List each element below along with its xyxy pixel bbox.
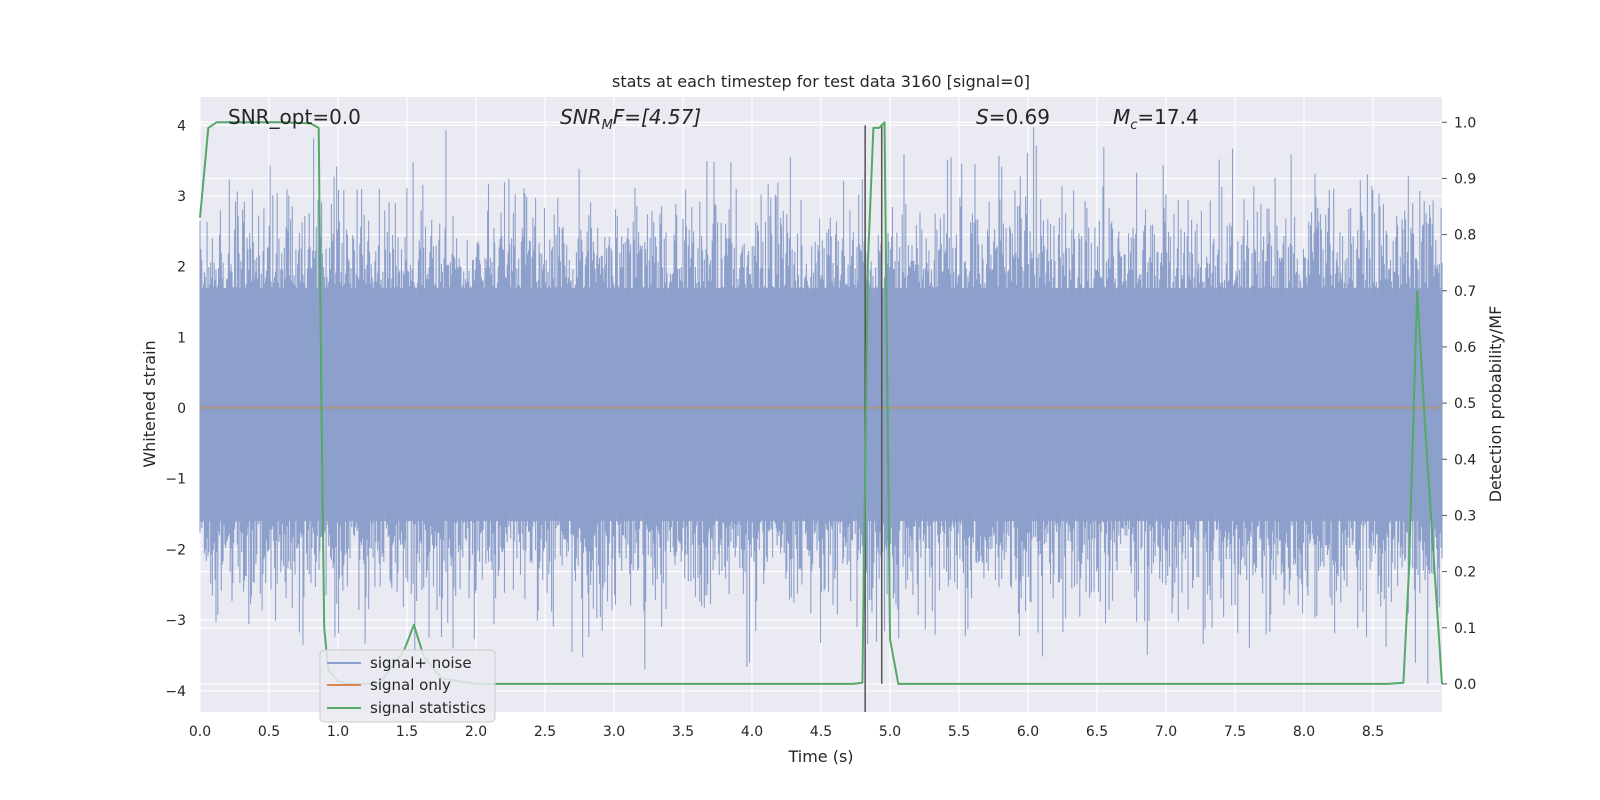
y-tick-label: 0: [177, 401, 186, 417]
y-tick-label: 2: [177, 260, 186, 276]
annotation-snr-mf: SNRMF=[4.57]: [560, 105, 701, 133]
x-tick-label: 8.5: [1362, 724, 1384, 740]
y2-tick-label: 1.0: [1454, 115, 1476, 131]
x-tick-label: 8.0: [1293, 724, 1315, 740]
y-tick-label: −2: [165, 542, 186, 558]
annotation-snr-opt: SNR_opt=0.0: [228, 105, 361, 129]
y2-tick-label: 0.3: [1454, 508, 1476, 524]
x-tick-label: 3.0: [603, 724, 625, 740]
y-tick-label: 4: [177, 118, 186, 134]
x-tick-labels: 0.0 0.5 1.0 1.5 2.0 2.5 3.0 3.5 4.0 4.5 5.0 5.5 6.0 6…: [189, 724, 1384, 740]
y2-tick-label: 0.7: [1454, 284, 1476, 300]
x-tick-label: 5.0: [879, 724, 901, 740]
y2-tick-label: 0.1: [1454, 621, 1476, 637]
x-tick-label: 6.0: [1017, 724, 1039, 740]
y2-axis-label: Detection probability/MF: [1486, 306, 1505, 503]
x-tick-label: 7.5: [1224, 724, 1246, 740]
y-tick-label: −1: [165, 472, 186, 488]
y2-tick-label: 0.0: [1454, 677, 1476, 693]
y-tick-label: −3: [165, 613, 186, 629]
x-tick-label: 4.5: [810, 724, 832, 740]
y-tick-label: 1: [177, 330, 186, 346]
signal-statistics-line: [199, 121, 1443, 685]
x-tick-label: 6.5: [1086, 724, 1108, 740]
x-tick-label: 2.0: [465, 724, 487, 740]
chart-title: stats at each timestep for test data 316…: [612, 72, 1030, 91]
y2-tick-labels: 1.0 0.9 0.8 0.7 0.6 0.5 0.4 0.3 0.2 0.1 0.0: [1442, 115, 1476, 693]
signal-noise-series: [199, 127, 1443, 684]
noise-spikes: [199, 127, 1443, 684]
x-tick-label: 2.5: [534, 724, 556, 740]
y2-tick-label: 0.9: [1454, 171, 1476, 187]
y2-tick-label: 0.6: [1454, 340, 1476, 356]
x-tick-label: 7.0: [1155, 724, 1177, 740]
legend-label-signal-statistics: signal statistics: [370, 699, 486, 717]
annotation-mc: Mc=17.4: [1113, 105, 1199, 133]
legend: signal+ noise signal only signal statist…: [319, 649, 496, 723]
annotation-s: S=0.69: [976, 105, 1050, 129]
x-tick-label: 1.0: [327, 724, 349, 740]
y-tick-labels: 4 3 2 1 0 −1 −2 −3 −4: [165, 118, 186, 700]
y-tick-label: −4: [165, 684, 186, 700]
y-axis-label: Whitened strain: [140, 340, 159, 467]
x-axis-label: Time (s): [787, 747, 853, 766]
y2-tick-label: 0.4: [1454, 452, 1476, 468]
x-tick-label: 5.5: [948, 724, 970, 740]
y2-tick-label: 0.2: [1454, 565, 1476, 581]
x-tick-label: 0.0: [189, 724, 211, 740]
x-tick-label: 3.5: [672, 724, 694, 740]
y2-tick-label: 0.5: [1454, 396, 1476, 412]
x-tick-label: 4.0: [741, 724, 763, 740]
legend-label-signal-noise: signal+ noise: [370, 654, 472, 672]
legend-label-signal-only: signal only: [370, 676, 451, 694]
x-tick-label: 1.5: [396, 724, 418, 740]
x-tick-label: 0.5: [258, 724, 280, 740]
lines-layer: [199, 121, 1443, 712]
y2-tick-label: 0.8: [1454, 228, 1476, 244]
y-tick-label: 3: [177, 189, 186, 205]
legend-box: [319, 649, 496, 723]
